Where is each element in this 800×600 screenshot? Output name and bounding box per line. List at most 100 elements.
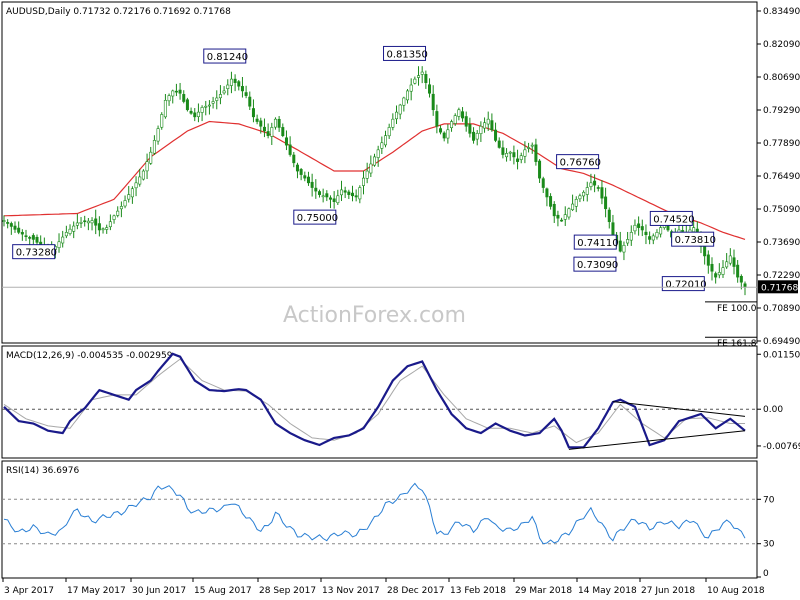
candle	[160, 112, 164, 130]
candle	[402, 96, 406, 112]
candle-body	[497, 140, 501, 148]
candle-body	[193, 112, 197, 118]
price-y-tick-label: 0.73690	[763, 238, 800, 248]
candle-body	[123, 200, 127, 207]
candle-body	[259, 120, 263, 127]
candle-body	[75, 222, 79, 226]
candle	[244, 85, 248, 99]
price-panel: AUDUSD,Daily 0.71732 0.72176 0.71692 0.7…	[1, 1, 800, 349]
candle	[486, 111, 490, 131]
candle-body	[251, 108, 255, 118]
candle	[527, 142, 531, 153]
x-tick-label: 10 Aug 2018	[707, 586, 765, 596]
candle	[314, 179, 318, 199]
candle	[182, 90, 186, 104]
price-y-tick-label: 0.76490	[763, 172, 800, 182]
candle	[717, 263, 721, 279]
candle-body	[112, 215, 116, 220]
candle	[501, 140, 505, 159]
price-callout: 0.81240	[203, 48, 248, 64]
candle-body	[607, 209, 611, 223]
candle	[424, 70, 428, 89]
candle-body	[321, 195, 325, 198]
candle-body	[171, 90, 175, 97]
candle-body	[343, 190, 347, 193]
candle-body	[185, 99, 189, 111]
price-callout-box	[573, 234, 617, 250]
candle	[112, 214, 116, 224]
rsi-y-tick-label: 0	[763, 569, 769, 579]
candle	[384, 130, 388, 148]
candle-body	[347, 191, 351, 195]
candle	[461, 107, 465, 122]
candle-body	[384, 135, 388, 146]
macd-trendline	[612, 401, 746, 417]
candle-body	[725, 261, 729, 268]
candle-body	[182, 94, 186, 102]
candle-body	[380, 142, 384, 149]
candle	[519, 152, 523, 164]
candle	[332, 191, 336, 209]
candle	[582, 190, 586, 202]
candle	[127, 186, 131, 203]
price-callout: 0.74520	[649, 210, 695, 226]
candle	[578, 193, 582, 203]
candle	[406, 89, 410, 104]
candle-body	[395, 111, 399, 120]
candle-body	[651, 235, 655, 241]
macd-y-tick-label: 0.00	[763, 405, 783, 415]
price-header: AUDUSD,Daily 0.71732 0.72176 0.71692 0.7…	[6, 7, 231, 17]
candle	[317, 189, 321, 198]
candle-body	[306, 176, 310, 184]
candle	[435, 104, 439, 134]
candle-body	[262, 126, 266, 132]
candle	[292, 151, 296, 168]
candle	[483, 117, 487, 133]
candle-body	[248, 96, 252, 107]
candle-body	[273, 118, 277, 128]
candle-body	[9, 223, 13, 227]
candle-body	[431, 93, 435, 111]
candle-body	[365, 170, 369, 179]
candle	[266, 123, 270, 139]
price-panel-frame	[1, 1, 758, 344]
candle	[347, 189, 351, 200]
candle	[72, 221, 76, 239]
candle-body	[472, 131, 476, 141]
macd-y-axis: 0.011508 0.00 -0.007694	[2, 350, 800, 452]
x-tick-label: 15 Aug 2017	[194, 586, 252, 596]
candle	[508, 150, 512, 161]
candle-body	[134, 182, 138, 189]
candle	[585, 181, 589, 202]
candle-body	[108, 221, 112, 228]
candle	[90, 217, 94, 231]
candle	[376, 145, 380, 167]
candle-body	[538, 160, 542, 179]
candle-body	[57, 241, 61, 249]
price-y-tick-label: 0.79290	[763, 106, 800, 116]
price-callout: 0.73280	[12, 244, 57, 260]
x-tick-label: 28 Dec 2017	[387, 586, 445, 596]
candle-body	[556, 214, 560, 219]
candle-body	[600, 187, 604, 199]
candle	[255, 114, 259, 125]
candle-body	[637, 223, 641, 228]
candle	[64, 225, 68, 239]
candle	[141, 169, 145, 181]
candle-body	[490, 120, 494, 131]
candle-body	[6, 222, 10, 224]
candle-body	[156, 128, 160, 142]
fibonacci-extension-lines: FE 100.0 FE 161.8	[705, 301, 757, 349]
candle-body	[138, 176, 142, 185]
fe-label: FE 161.8	[717, 339, 757, 349]
candle	[233, 74, 237, 92]
price-y-tick-label: 0.69490	[763, 337, 800, 347]
macd-y-tick-label: 0.011508	[763, 350, 800, 360]
candle-body	[420, 71, 424, 75]
candle	[450, 119, 454, 132]
price-y-tick-label: 0.77890	[763, 139, 800, 149]
candle-body	[505, 153, 509, 158]
candle-body	[376, 149, 380, 158]
candle-body	[215, 97, 219, 101]
